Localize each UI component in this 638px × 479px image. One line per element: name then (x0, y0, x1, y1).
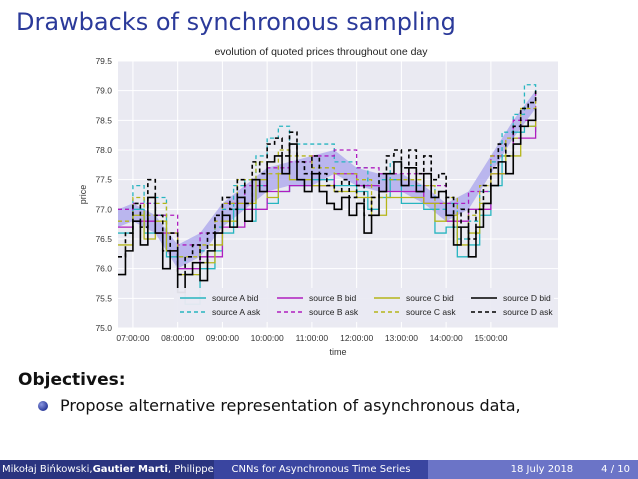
series-line (118, 90, 537, 276)
legend-label: source B ask (309, 307, 359, 317)
legend-label: source D ask (503, 307, 553, 317)
footer-date: 18 July 2018 (510, 464, 574, 475)
y-tick-label: 76.5 (95, 234, 112, 244)
footer-talk-title: CNNs for Asynchronous Time Series (214, 460, 428, 479)
chart-title: evolution of quoted prices throughout on… (214, 46, 428, 58)
legend-label: source A ask (212, 307, 261, 317)
x-tick-label: 09:00:00 (206, 333, 239, 343)
series-line (118, 90, 537, 246)
series-line (118, 96, 537, 258)
x-tick-label: 13:00:00 (385, 333, 418, 343)
x-tick-label: 07:00:00 (116, 333, 149, 343)
slide-title: Drawbacks of synchronous sampling (16, 8, 456, 36)
legend-label: source C ask (406, 307, 456, 317)
footer-meta: 18 July 2018 4 / 10 (428, 460, 638, 479)
x-tick-label: 14:00:00 (430, 333, 463, 343)
x-tick-label: 12:00:00 (340, 333, 373, 343)
y-tick-label: 75.5 (95, 293, 112, 303)
bullet-text: Propose alternative representation of as… (60, 396, 521, 415)
footer-authors: Mikołaj Bińkowski, Gautier Marti , Phili… (0, 460, 214, 479)
footer: Mikołaj Bińkowski, Gautier Marti , Phili… (0, 460, 638, 479)
x-axis-label: time (329, 347, 346, 357)
footer-author-3: , Philippe D (167, 464, 214, 475)
y-tick-label: 78.5 (95, 115, 112, 125)
objectives-heading: Objectives: (18, 370, 126, 390)
bullet-icon (38, 400, 48, 411)
legend-label: source A bid (212, 293, 259, 303)
x-tick-label: 15:00:00 (474, 333, 507, 343)
legend-label: source D bid (503, 293, 551, 303)
x-tick-label: 08:00:00 (161, 333, 194, 343)
legend-label: source C bid (406, 293, 454, 303)
legend-label: source B bid (309, 293, 357, 303)
y-axis-label: price (78, 185, 88, 205)
legend-box (174, 288, 554, 322)
y-tick-label: 75.0 (95, 323, 112, 333)
y-tick-label: 79.5 (95, 56, 112, 66)
footer-author-2: Gautier Marti (92, 464, 168, 475)
y-tick-label: 77.0 (95, 204, 112, 214)
x-tick-label: 10:00:00 (251, 333, 284, 343)
plot-background (118, 61, 558, 328)
chart-svg: 75.0 75.5 76.0 76.5 77.0 77.5 78.0 78.5 79.0 79.5… (78, 56, 558, 357)
price-chart: 75.0 75.5 76.0 76.5 77.0 77.5 78.0 78.5 79.0 79.5… (74, 44, 568, 360)
y-tick-label: 76.0 (95, 264, 112, 274)
footer-page-number: 4 / 10 (601, 464, 630, 475)
y-tick-label: 78.0 (95, 145, 112, 155)
bullet-item: Propose alternative representation of as… (38, 396, 521, 415)
footer-author-1: Mikołaj Bińkowski, (2, 464, 93, 475)
y-tick-label: 77.5 (95, 175, 112, 185)
series-group (118, 84, 537, 305)
x-tick-label: 11:00:00 (296, 333, 329, 343)
y-tick-label: 79.0 (95, 86, 112, 96)
